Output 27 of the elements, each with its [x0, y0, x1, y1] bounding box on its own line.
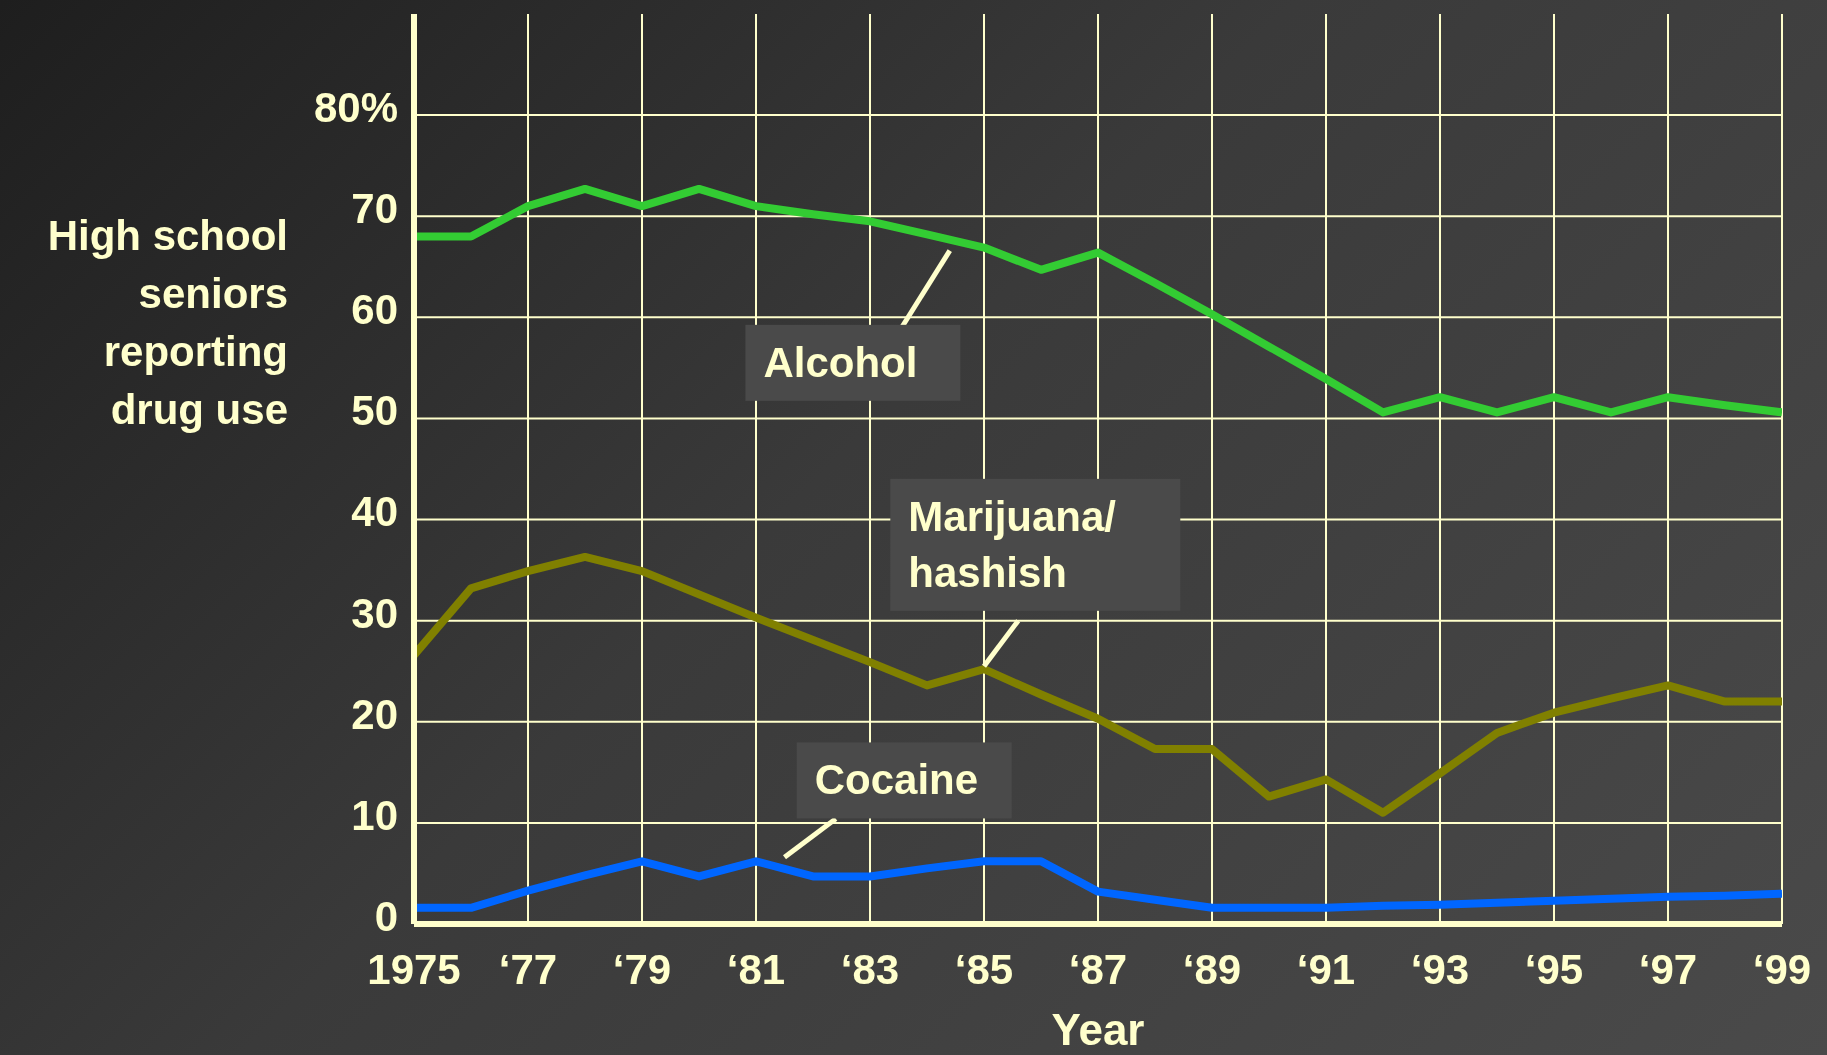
x-tick-label: ‘77	[498, 945, 558, 993]
y-tick-label: 20	[351, 690, 398, 738]
x-tick-label: ‘85	[954, 945, 1014, 993]
x-tick-label: ‘79	[612, 945, 672, 993]
x-axis-title: Year	[1051, 1005, 1145, 1054]
series-label: Marijuana/ hashish	[908, 492, 1117, 596]
text: Alcohol	[763, 338, 918, 386]
x-tick-label: ‘93	[1410, 945, 1470, 993]
y-tick-label: 0	[374, 892, 398, 940]
y-tick-label: 30	[351, 589, 398, 637]
x-tick-label: 1975	[367, 945, 461, 993]
y-tick-label: 50	[351, 387, 398, 435]
x-tick-label: ‘87	[1068, 945, 1128, 993]
x-tick-label: ‘91	[1296, 945, 1356, 993]
y-tick-label: 80%	[313, 84, 398, 132]
x-tick-label: ‘81	[726, 945, 786, 993]
x-tick-label: ‘95	[1524, 945, 1584, 993]
y-tick-label: 60	[351, 286, 398, 334]
y-axis-title: High school seniors reporting drug use	[47, 212, 288, 433]
x-tick-label: ‘97	[1638, 945, 1698, 993]
series-label: Cocaine	[814, 756, 979, 804]
x-tick-label: ‘99	[1752, 945, 1812, 993]
x-tick-label: ‘83	[840, 945, 900, 993]
x-tick-label: ‘89	[1182, 945, 1242, 993]
y-tick-label: 40	[351, 488, 398, 536]
y-tick-label: 70	[351, 185, 398, 233]
y-tick-label: 10	[351, 791, 398, 839]
